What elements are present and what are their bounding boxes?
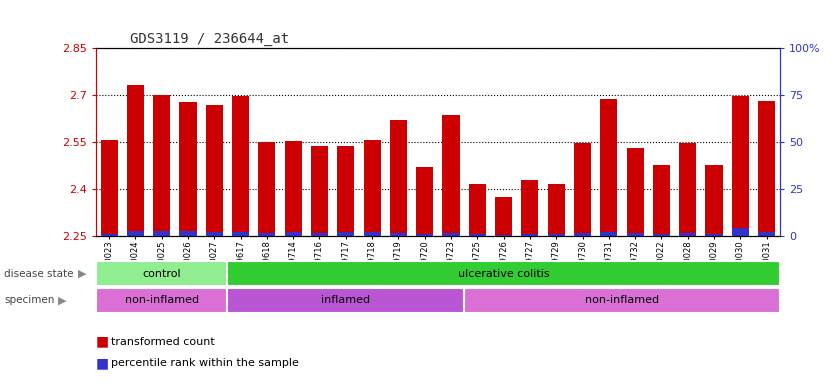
Bar <box>626 148 644 236</box>
Text: ■: ■ <box>96 356 109 370</box>
Bar <box>311 146 328 236</box>
Bar <box>232 232 249 236</box>
Bar <box>731 96 749 236</box>
Bar <box>232 96 249 236</box>
Bar <box>679 233 696 236</box>
Bar <box>311 233 328 236</box>
Text: ■: ■ <box>96 335 109 349</box>
Bar <box>706 234 722 236</box>
Text: disease state: disease state <box>4 269 73 279</box>
Bar <box>416 234 433 236</box>
Bar <box>284 141 302 236</box>
Bar <box>653 234 670 236</box>
Bar <box>443 233 460 236</box>
Text: transformed count: transformed count <box>111 337 214 347</box>
Bar <box>127 230 144 236</box>
Bar <box>153 95 170 236</box>
Text: ulcerative colitis: ulcerative colitis <box>458 268 550 279</box>
Bar <box>337 146 354 236</box>
Bar <box>521 234 539 236</box>
Bar <box>96 288 228 313</box>
Bar <box>600 232 617 236</box>
Text: percentile rank within the sample: percentile rank within the sample <box>111 358 299 368</box>
Text: control: control <box>143 268 181 279</box>
Bar <box>679 143 696 236</box>
Bar <box>600 99 617 236</box>
Bar <box>653 165 670 236</box>
Bar <box>337 232 354 236</box>
Bar <box>364 139 380 236</box>
Text: inflamed: inflamed <box>321 295 370 306</box>
Bar <box>228 261 780 286</box>
Bar <box>206 232 223 236</box>
Bar <box>706 165 722 236</box>
Bar <box>153 232 170 236</box>
Bar <box>259 142 275 236</box>
Bar <box>443 116 460 236</box>
Text: specimen: specimen <box>4 295 54 305</box>
Bar <box>495 235 512 236</box>
Bar <box>179 102 197 236</box>
Bar <box>574 233 591 236</box>
Text: ▶: ▶ <box>58 295 66 305</box>
Bar <box>179 232 197 236</box>
Bar <box>465 288 780 313</box>
Text: non-inflamed: non-inflamed <box>585 295 659 306</box>
Bar <box>469 234 486 236</box>
Text: non-inflamed: non-inflamed <box>124 295 198 306</box>
Bar <box>469 184 486 236</box>
Text: GDS3119 / 236644_at: GDS3119 / 236644_at <box>130 31 289 46</box>
Text: ▶: ▶ <box>78 269 86 279</box>
Bar <box>389 233 407 236</box>
Bar <box>284 232 302 236</box>
Bar <box>495 197 512 236</box>
Bar <box>416 167 433 236</box>
Bar <box>758 101 775 236</box>
Bar <box>101 234 118 236</box>
Bar <box>389 120 407 236</box>
Bar <box>626 233 644 236</box>
Bar <box>521 180 539 236</box>
Bar <box>206 105 223 236</box>
Bar <box>731 228 749 236</box>
Bar <box>101 140 118 236</box>
Bar <box>228 288 465 313</box>
Bar <box>259 233 275 236</box>
Bar <box>574 143 591 236</box>
Bar <box>548 234 565 236</box>
Bar <box>96 261 228 286</box>
Bar <box>364 232 380 236</box>
Bar <box>548 184 565 236</box>
Bar <box>127 85 144 236</box>
Bar <box>758 232 775 236</box>
